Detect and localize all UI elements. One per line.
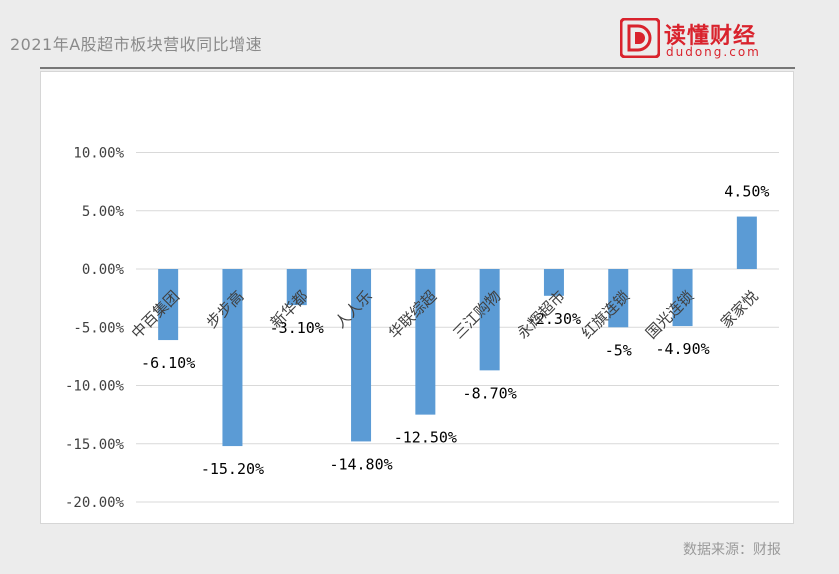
brand-name: 读懂财经 (664, 24, 757, 49)
data-label: -5% (605, 341, 632, 359)
bar (158, 269, 179, 341)
page-title: 2021年A股超市板块营收同比增速 (10, 35, 263, 54)
y-tick-label: -20.00% (65, 495, 125, 511)
data-label: -3.10% (270, 319, 324, 337)
x-category-label: 家家悦 (717, 287, 762, 332)
y-tick-label: 5.00% (82, 204, 125, 220)
data-label: -4.90% (655, 340, 709, 358)
brand-logo-block: 读懂财经 dudong.com (620, 12, 820, 62)
bar (415, 269, 436, 415)
data-label: -6.10% (141, 354, 195, 372)
data-label: -12.50% (394, 429, 457, 447)
y-tick-label: 0.00% (82, 262, 125, 278)
bar (608, 269, 629, 328)
data-source-note: 数据来源：财报 (683, 542, 781, 558)
bar (351, 269, 372, 442)
y-tick-label: 10.00% (73, 146, 124, 162)
data-label: -2.30% (527, 310, 581, 328)
bar (672, 269, 693, 327)
data-label: -14.80% (329, 455, 392, 473)
y-tick-label: -15.00% (65, 437, 125, 453)
data-label: 4.50% (724, 183, 769, 201)
header-divider (40, 67, 795, 69)
data-label: -15.20% (201, 460, 264, 478)
y-tick-label: -10.00% (65, 379, 125, 395)
bar (222, 269, 243, 447)
bar (736, 216, 757, 269)
bar-chart: 10.00% 5.00% 0.00% -5.00% -10.00% -15.00% -20.… (65, 146, 779, 511)
bar (543, 269, 564, 296)
bar (286, 269, 307, 306)
y-tick-label: -5.00% (73, 320, 124, 336)
bar (479, 269, 500, 371)
dudong-logo-icon (620, 18, 660, 58)
data-label: -8.70% (463, 384, 517, 402)
brand-url: dudong.com (666, 45, 761, 59)
chart-panel: 10.00% 5.00% 0.00% -5.00% -10.00% -15.00% -20.… (40, 71, 794, 524)
